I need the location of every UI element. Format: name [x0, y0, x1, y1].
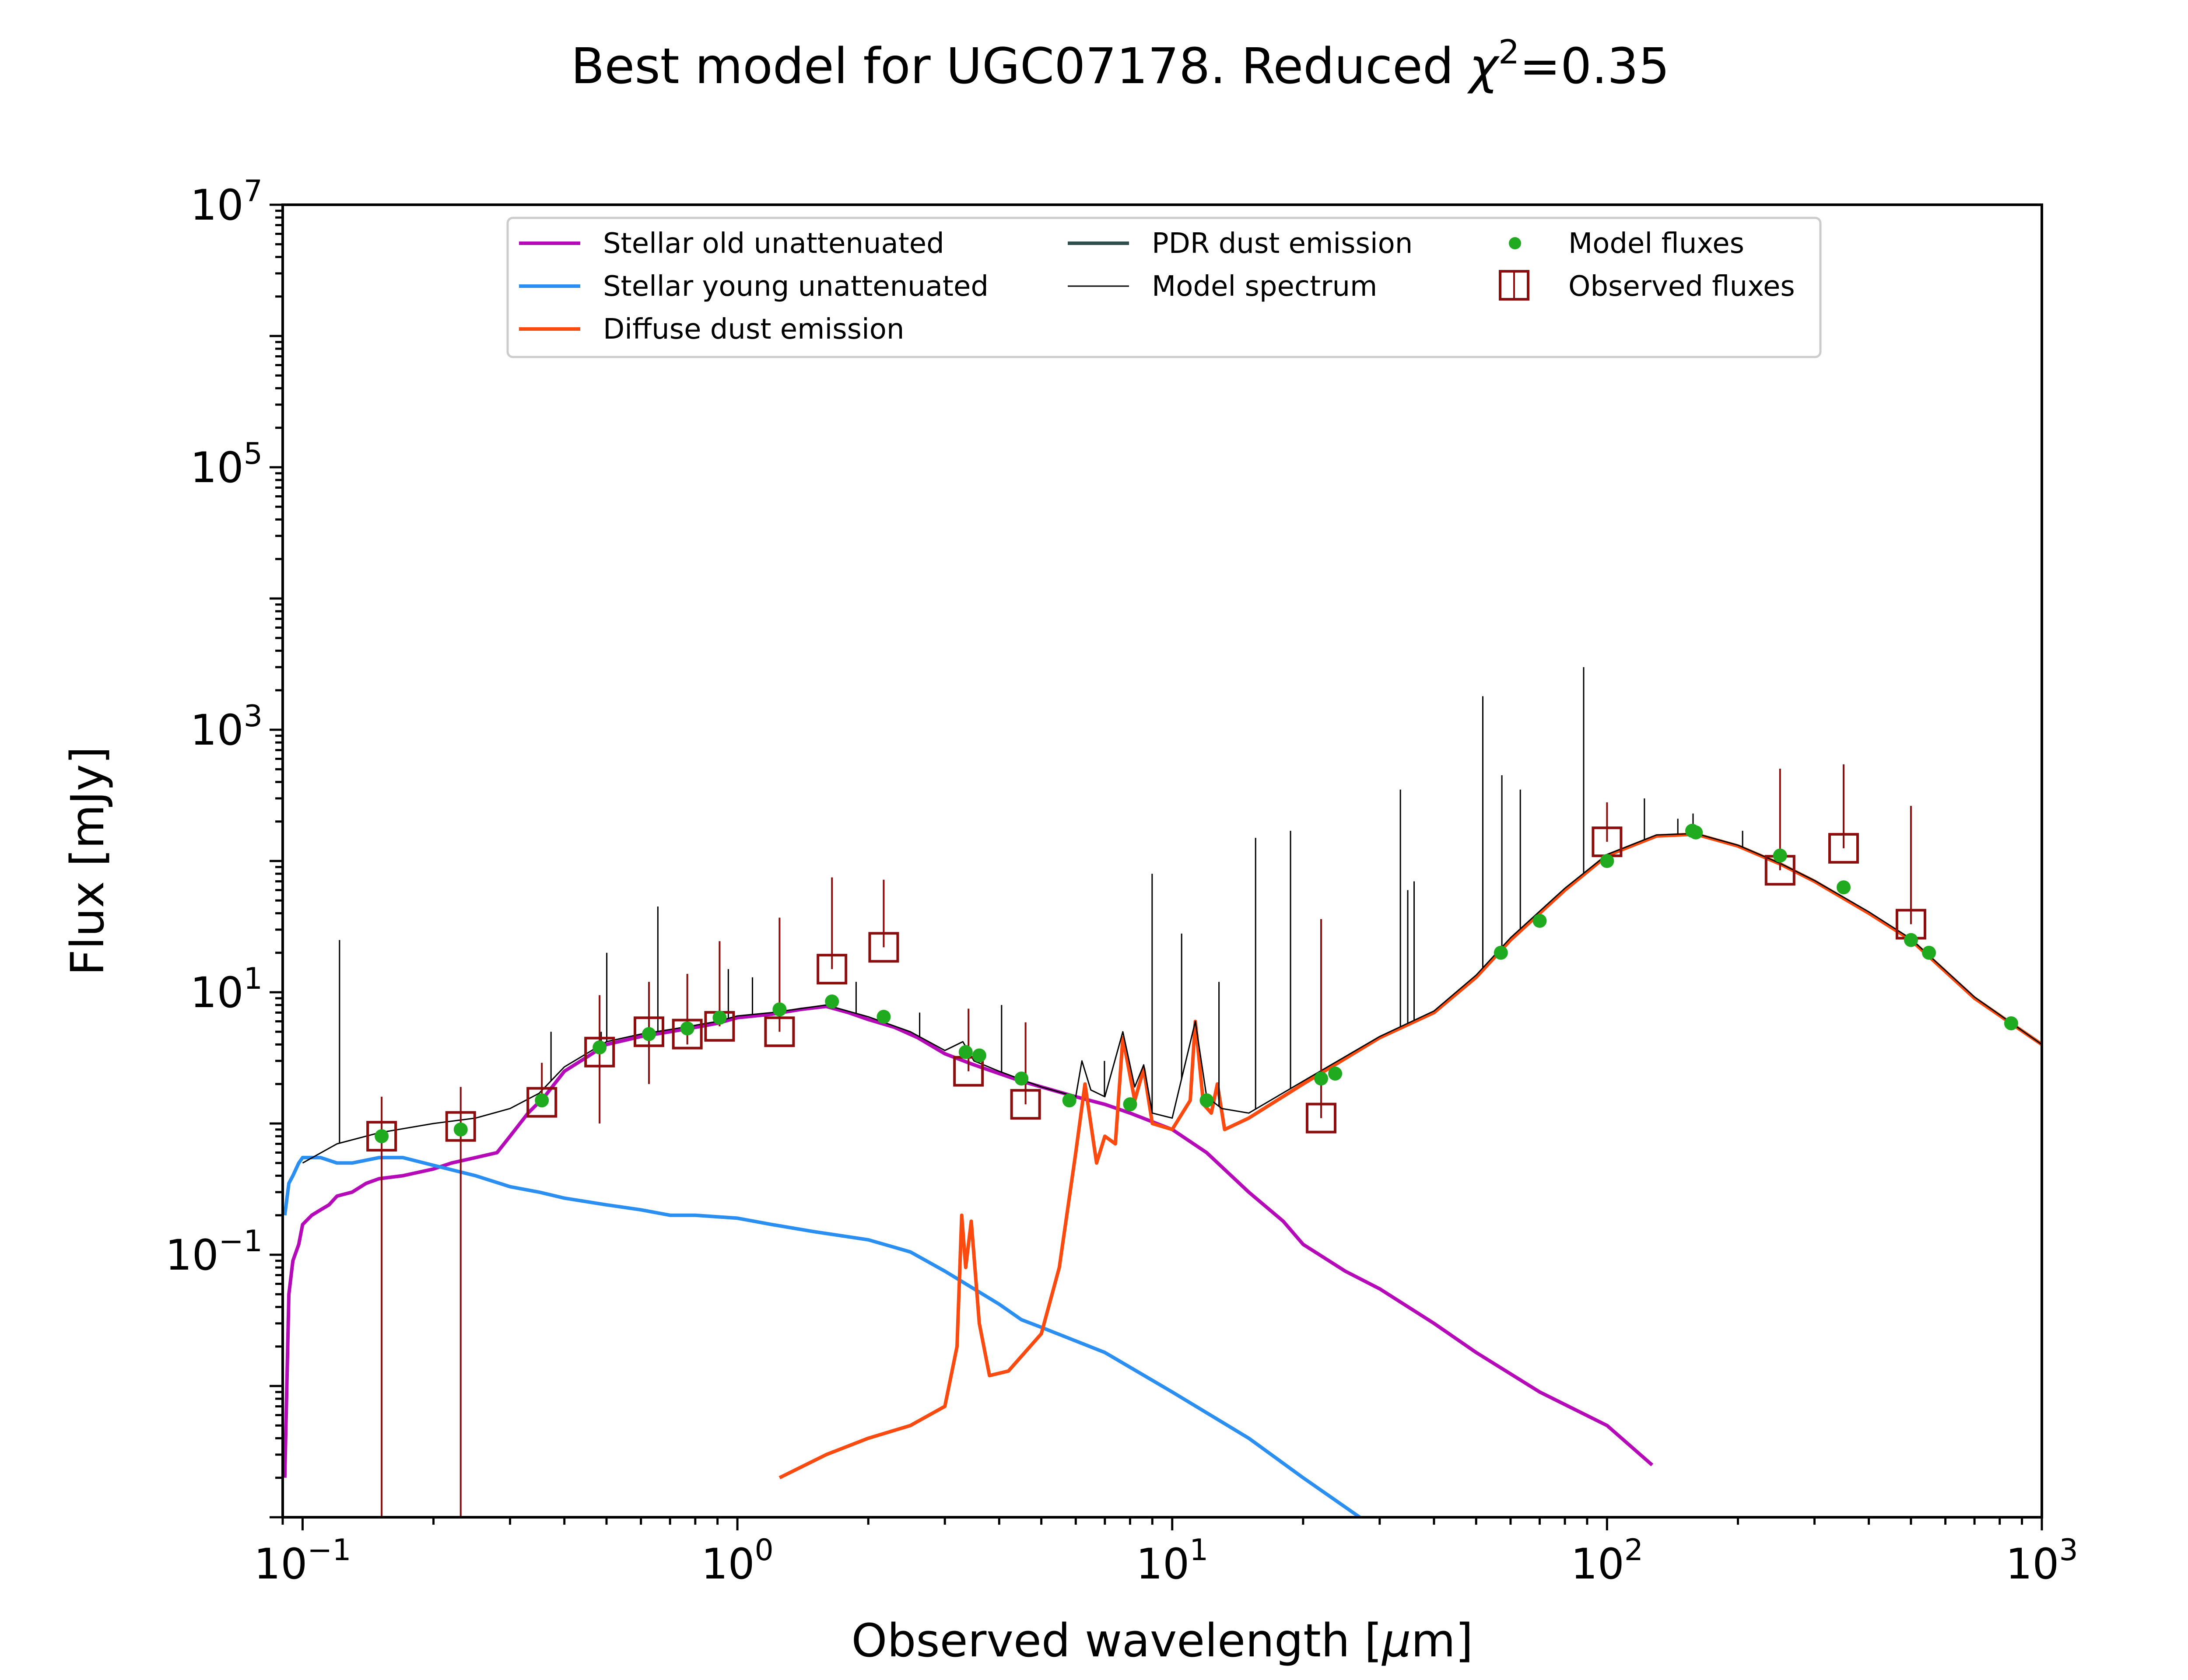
observed-flux	[584, 995, 615, 1124]
model-flux-point	[593, 1040, 607, 1055]
model-flux-point	[642, 1027, 656, 1041]
model-flux-point	[1600, 854, 1614, 868]
model-flux-point	[375, 1129, 389, 1144]
observed-flux-marker	[817, 954, 848, 985]
model-flux-point	[1532, 914, 1547, 928]
observed-flux-marker	[1305, 1102, 1336, 1134]
observed-flux	[1828, 764, 1859, 864]
observed-flux	[366, 1096, 397, 1517]
model-flux-point	[958, 1045, 973, 1059]
observed-flux-marker	[1010, 1089, 1041, 1120]
x-tick-label: 100	[701, 1533, 773, 1589]
legend: Stellar old unattenuated Stellar young u…	[506, 217, 1822, 358]
model-flux-point	[1904, 933, 1918, 947]
x-tick-label: 10−1	[254, 1533, 351, 1589]
model-flux-point	[1199, 1093, 1214, 1108]
plot-area	[283, 667, 2042, 1517]
ticks: 10−1 100 101 102 103 10−1 101 103 105 107	[165, 174, 2078, 1589]
model-flux-point	[453, 1122, 468, 1137]
x-tick-label: 102	[1571, 1533, 1643, 1589]
model-flux-point	[712, 1011, 727, 1025]
legend-label-model-spectrum: Model spectrum	[1152, 270, 1377, 303]
observed-flux-marker	[672, 1018, 703, 1050]
model-flux-point	[1836, 880, 1851, 895]
x-tick-label: 103	[2006, 1533, 2078, 1589]
observed-flux	[445, 1087, 476, 1517]
x-axis-label: Observed wavelength [μm]	[852, 1614, 1473, 1667]
model-flux-point	[877, 1010, 891, 1024]
observed-flux-marker	[764, 1016, 795, 1047]
x-tick-label: 101	[1136, 1533, 1208, 1589]
observed-flux	[868, 879, 899, 963]
chart-title: Best model for UGC07178. Reduced χ2=0.35	[571, 32, 1670, 95]
y-tick-label: 105	[190, 437, 263, 492]
y-axis-label: Flux [mJy]	[61, 746, 114, 976]
series-diffuse-dust	[778, 832, 2042, 1480]
observed-flux	[817, 877, 848, 985]
legend-box	[506, 217, 1822, 358]
legend-label-model-fluxes: Model fluxes	[1568, 228, 1744, 260]
observed-flux-marker	[366, 1121, 397, 1152]
y-tick-label: 10−1	[165, 1224, 263, 1280]
observed-flux-marker	[445, 1111, 476, 1142]
legend-label-observed-fluxes: Observed fluxes	[1568, 270, 1795, 303]
observed-flux-marker	[868, 932, 899, 963]
series-model-spectrum	[302, 833, 2042, 1164]
model-flux-point	[1014, 1071, 1029, 1086]
model-flux-point	[1494, 945, 1508, 960]
legend-label-stellar-old: Stellar old unattenuated	[603, 228, 944, 260]
observed-flux-marker	[584, 1036, 615, 1068]
model-flux-point	[1123, 1097, 1137, 1112]
model-flux-point	[1689, 825, 1703, 840]
series-stellar-old	[283, 1004, 1654, 1478]
observed-flux	[1010, 1022, 1041, 1120]
model-flux-point	[1328, 1066, 1343, 1081]
legend-label-diffuse-dust: Diffuse dust emission	[603, 313, 904, 346]
legend-label-pdr-dust: PDR dust emission	[1152, 228, 1413, 260]
legend-label-stellar-young: Stellar young unattenuated	[603, 270, 989, 303]
y-tick-label: 103	[190, 699, 263, 755]
legend-swatch-model-fluxes	[1509, 237, 1521, 249]
observed-flux-marker	[1828, 833, 1859, 864]
model-flux-point	[2004, 1016, 2018, 1030]
model-flux-point	[1773, 848, 1787, 863]
y-tick-label: 101	[190, 962, 263, 1017]
series-stellar-young	[283, 1155, 1361, 1517]
observed-flux-marker	[633, 1016, 664, 1047]
model-flux-point	[1922, 945, 1936, 960]
markers-area	[366, 764, 2018, 1517]
model-flux-point	[535, 1093, 549, 1108]
model-flux-point	[680, 1021, 694, 1036]
y-tick-label: 107	[190, 174, 263, 230]
model-flux-point	[972, 1048, 986, 1063]
model-flux-point	[772, 1002, 787, 1017]
model-flux-point	[1314, 1071, 1328, 1086]
model-flux-point	[825, 994, 839, 1009]
observed-flux-marker	[526, 1087, 558, 1118]
model-flux-point	[1062, 1093, 1076, 1108]
